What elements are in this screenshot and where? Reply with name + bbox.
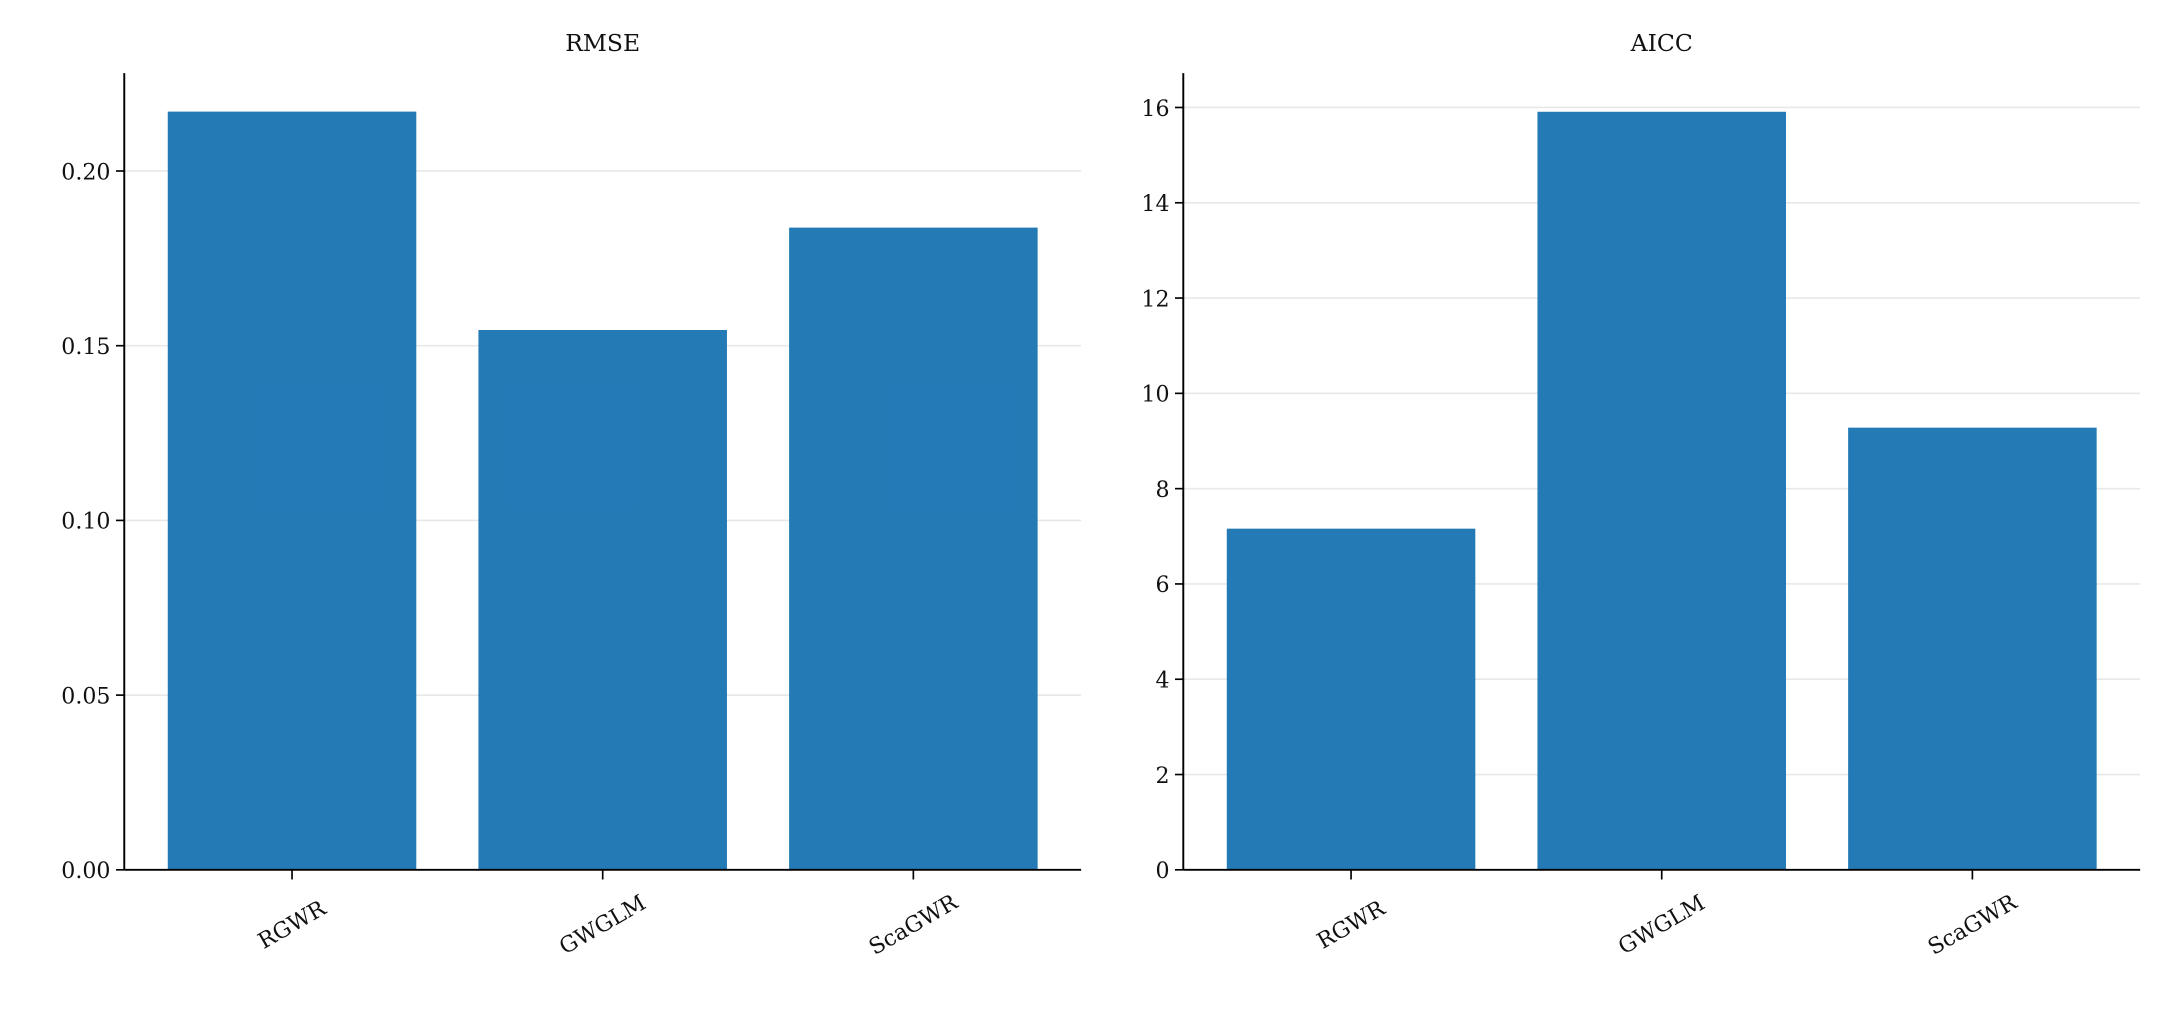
bar	[1226, 528, 1476, 870]
x-tick-label: RGWR	[1313, 895, 1391, 955]
x-tick-label: ScaGWR	[1924, 889, 2023, 961]
bar	[789, 227, 1038, 870]
y-tick-label: 0.10	[61, 509, 110, 535]
y-tick-label: 8	[1155, 477, 1169, 503]
x-tick-label: RGWR	[254, 895, 332, 955]
y-tick-label: 0.15	[61, 334, 110, 360]
y-tick-label: 14	[1141, 191, 1169, 217]
y-tick-label: 0.05	[61, 683, 110, 709]
bar	[478, 329, 727, 870]
y-tick-label: 0	[1155, 858, 1169, 884]
y-tick-label: 12	[1141, 286, 1169, 312]
y-tick-label: 10	[1141, 382, 1169, 408]
x-tick-label: GWGLM	[555, 890, 650, 960]
y-tick-label: 0.20	[61, 159, 110, 185]
chart-title: RMSE	[565, 29, 640, 57]
x-tick-label: ScaGWR	[865, 889, 964, 961]
chart-title: AICC	[1630, 29, 1693, 57]
bar	[1537, 111, 1786, 870]
y-tick-label: 2	[1155, 763, 1169, 789]
bar	[167, 111, 417, 870]
y-tick-label: 6	[1155, 572, 1169, 598]
y-tick-label: 16	[1141, 96, 1169, 122]
y-tick-label: 4	[1155, 668, 1169, 694]
bar	[1848, 427, 2097, 870]
y-tick-label: 0.00	[61, 858, 110, 884]
x-tick-label: GWGLM	[1614, 890, 1709, 960]
